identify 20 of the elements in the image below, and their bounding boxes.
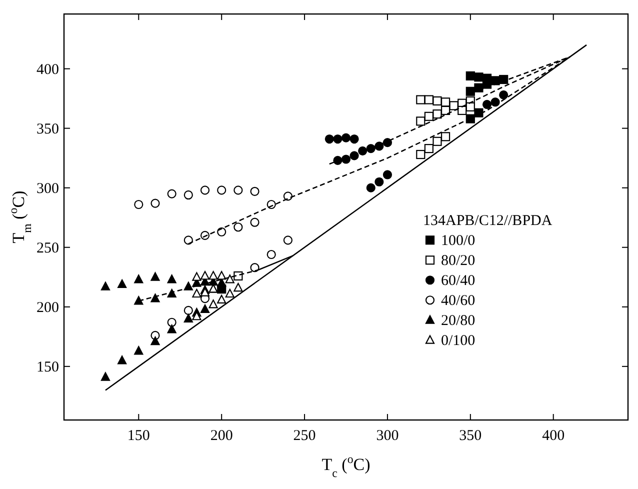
x-axis-title: T$_{c}$ ($^{o}$C) <box>322 452 370 480</box>
x-tick-label: 200 <box>210 428 233 444</box>
y-tick-label: 250 <box>36 240 59 257</box>
x-tick-label: 250 <box>293 428 316 444</box>
y-tick-label: 150 <box>36 360 59 376</box>
y-tick-label: 350 <box>36 122 59 138</box>
legend-title: 134APB/C12//BPDA <box>423 213 552 230</box>
x-tick-label: 400 <box>542 428 565 444</box>
x-tick-label: 300 <box>376 428 399 444</box>
legend-label: 80/20 <box>441 253 476 270</box>
legend-label: 60/40 <box>441 273 476 290</box>
y-tick-label: 400 <box>36 62 59 78</box>
y-tick-label: 200 <box>36 300 59 316</box>
legend-label: 40/60 <box>441 293 476 310</box>
legend-label: 0/100 <box>441 333 476 350</box>
y-tick-label: 300 <box>36 181 59 198</box>
legend-label: 100/0 <box>441 233 476 250</box>
legend-label: 20/80 <box>441 313 476 330</box>
x-tick-label: 350 <box>459 428 482 444</box>
x-tick-label: 150 <box>127 428 150 444</box>
